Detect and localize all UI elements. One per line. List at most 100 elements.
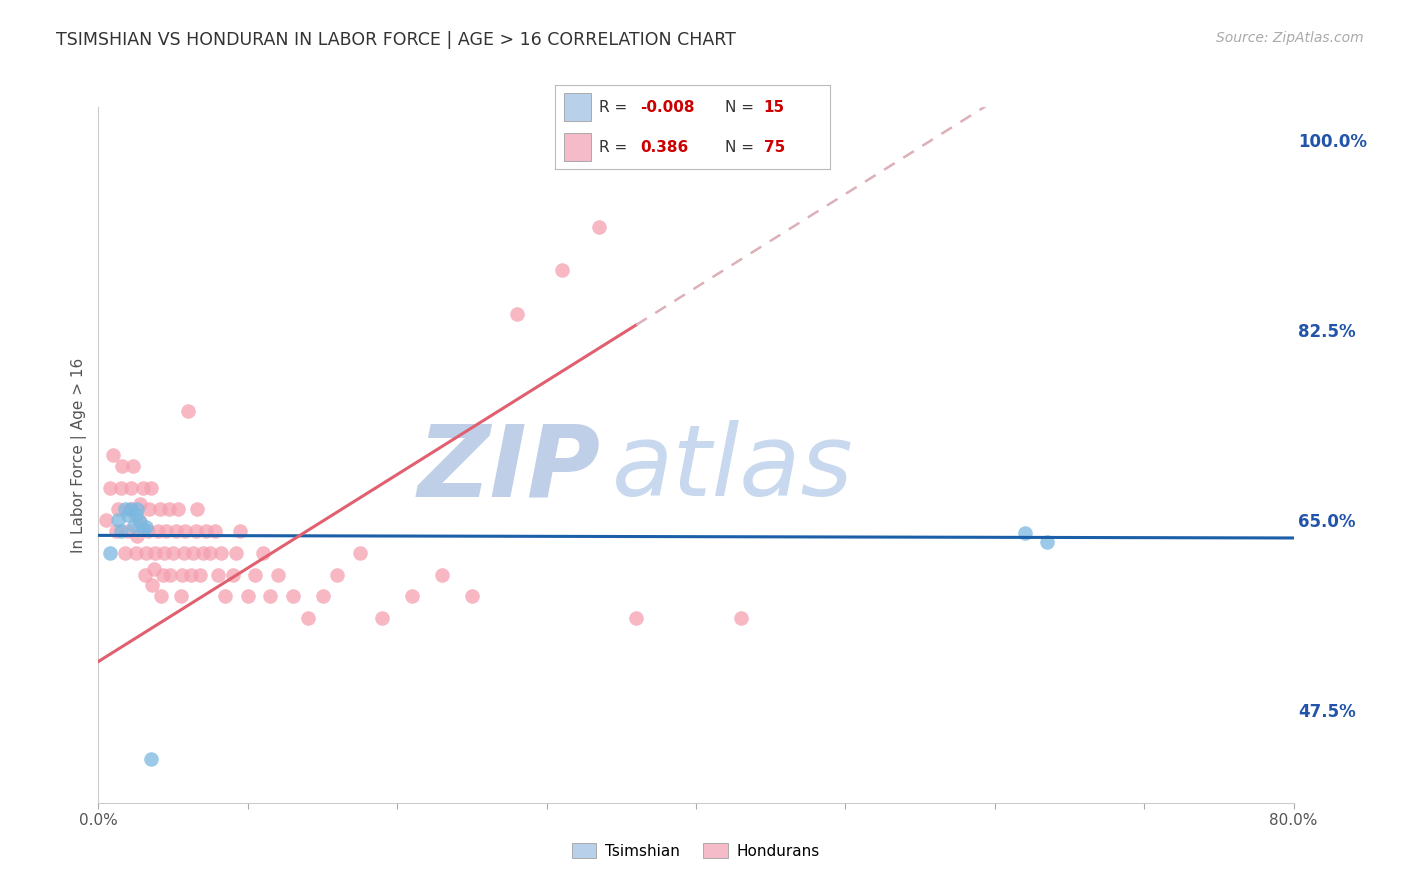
- Point: [120, 502, 142, 516]
- Point: [100, 481, 122, 495]
- Point: [111, 458, 134, 473]
- Point: [166, 502, 188, 516]
- Point: [267, 567, 290, 582]
- Point: [152, 567, 174, 582]
- Point: [184, 524, 207, 538]
- Point: [125, 546, 148, 560]
- Point: [150, 589, 173, 603]
- Text: R =: R =: [599, 139, 627, 154]
- Legend: Tsimshian, Hondurans: Tsimshian, Hondurans: [565, 837, 827, 864]
- Point: [326, 567, 349, 582]
- Point: [281, 589, 304, 603]
- Text: Source: ZipAtlas.com: Source: ZipAtlas.com: [1216, 31, 1364, 45]
- Point: [311, 589, 333, 603]
- Point: [588, 219, 610, 234]
- Point: [114, 502, 136, 516]
- Point: [207, 567, 229, 582]
- Point: [180, 567, 202, 582]
- Point: [1036, 535, 1059, 549]
- Point: [129, 497, 152, 511]
- Point: [626, 611, 648, 625]
- Point: [141, 578, 163, 592]
- Point: [245, 567, 267, 582]
- Point: [94, 513, 117, 527]
- Text: N =: N =: [725, 139, 755, 154]
- Bar: [564, 93, 591, 121]
- Point: [173, 546, 195, 560]
- Point: [127, 529, 149, 543]
- Point: [236, 589, 259, 603]
- Point: [118, 502, 141, 516]
- Point: [229, 524, 252, 538]
- Point: [103, 448, 125, 462]
- Point: [155, 524, 177, 538]
- Point: [110, 524, 132, 538]
- Point: [159, 567, 181, 582]
- Point: [204, 524, 226, 538]
- Point: [139, 481, 162, 495]
- Text: atlas: atlas: [613, 420, 853, 517]
- Point: [200, 546, 222, 560]
- Point: [195, 524, 218, 538]
- Point: [143, 546, 166, 560]
- Point: [550, 263, 572, 277]
- Point: [117, 508, 139, 522]
- Point: [371, 611, 394, 625]
- Point: [297, 611, 319, 625]
- Point: [121, 458, 143, 473]
- Point: [157, 502, 180, 516]
- Point: [461, 589, 484, 603]
- Point: [401, 589, 423, 603]
- Point: [135, 519, 157, 533]
- Text: 75: 75: [763, 139, 785, 154]
- Point: [135, 546, 157, 560]
- Point: [142, 562, 165, 576]
- Point: [107, 513, 129, 527]
- Point: [181, 546, 204, 560]
- Point: [177, 404, 200, 418]
- Point: [148, 524, 170, 538]
- Y-axis label: In Labor Force | Age > 16: In Labor Force | Age > 16: [72, 358, 87, 552]
- Point: [132, 522, 155, 536]
- Point: [110, 481, 132, 495]
- Text: 0.386: 0.386: [640, 139, 689, 154]
- Point: [222, 567, 245, 582]
- Point: [225, 546, 247, 560]
- Text: 15: 15: [763, 100, 785, 115]
- Text: ZIP: ZIP: [418, 420, 600, 517]
- Text: N =: N =: [725, 100, 755, 115]
- Point: [162, 546, 184, 560]
- Point: [506, 307, 529, 321]
- Point: [107, 502, 129, 516]
- Point: [125, 508, 148, 522]
- Point: [100, 546, 122, 560]
- Point: [114, 546, 136, 560]
- Point: [252, 546, 274, 560]
- Point: [188, 567, 211, 582]
- Point: [134, 567, 156, 582]
- Point: [169, 589, 191, 603]
- Point: [132, 481, 155, 495]
- Point: [149, 502, 172, 516]
- Point: [214, 589, 236, 603]
- Point: [129, 516, 152, 530]
- Point: [138, 502, 160, 516]
- Point: [730, 611, 752, 625]
- Point: [124, 518, 146, 533]
- Point: [105, 524, 128, 538]
- Point: [139, 752, 162, 766]
- Point: [120, 481, 142, 495]
- Point: [209, 546, 232, 560]
- Point: [430, 567, 453, 582]
- Bar: [564, 133, 591, 161]
- Point: [186, 502, 208, 516]
- Point: [128, 513, 150, 527]
- Point: [165, 524, 187, 538]
- Point: [349, 546, 371, 560]
- Point: [174, 524, 197, 538]
- Text: -0.008: -0.008: [640, 100, 695, 115]
- Point: [259, 589, 281, 603]
- Point: [136, 524, 159, 538]
- Point: [191, 546, 214, 560]
- Point: [117, 524, 139, 538]
